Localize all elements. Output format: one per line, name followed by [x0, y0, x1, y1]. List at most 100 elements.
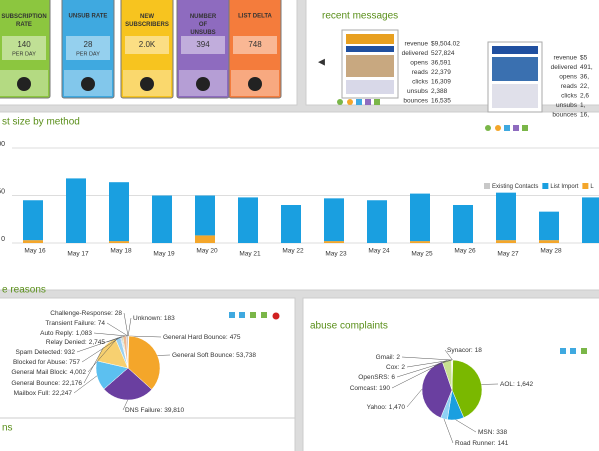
slice-name: Unknown:	[133, 315, 162, 322]
tile-value: 140	[17, 40, 31, 49]
stat-label: delivered	[402, 50, 429, 57]
slice-value: 183	[164, 315, 175, 322]
leader-line	[391, 360, 447, 389]
slice-label: Synacor: 18	[447, 347, 482, 354]
x-tick-label: May 28	[540, 248, 562, 255]
slice-name: Transient Failure:	[45, 320, 96, 327]
leader-line	[396, 359, 452, 378]
tile-title: NUMBER OF UNSUBS	[190, 14, 217, 36]
tile-value-box	[181, 36, 225, 54]
stat-label: delivered	[551, 64, 578, 71]
stat-value: 527,824	[431, 50, 455, 57]
tile-title: UNSUB RATE	[69, 14, 108, 20]
slice-value: 2,745	[89, 339, 106, 346]
bar	[66, 178, 86, 243]
tile-unit: PER DAY	[76, 51, 100, 57]
slice-value: 18	[475, 347, 483, 354]
slice-value: 28	[115, 310, 123, 317]
leader-line	[106, 335, 125, 343]
slice-name: Gmail:	[376, 354, 395, 361]
stat-label: unsubs	[556, 102, 578, 109]
stat-value: 1,	[580, 102, 586, 109]
stat-value: 36,591	[431, 60, 451, 67]
slice-value: 1,470	[389, 404, 406, 411]
slice-label: Yahoo: 1,470	[367, 404, 406, 411]
slice-value: 190	[379, 385, 390, 392]
stat-value: 2,388	[431, 88, 448, 95]
x-tick-label: May 23	[325, 251, 347, 258]
slice-label: Road Runner: 141	[455, 440, 509, 447]
pie-slice	[421, 361, 453, 419]
bar	[496, 192, 516, 241]
tile	[228, 0, 282, 99]
slice-name: General Bounce:	[11, 380, 60, 387]
stat-value: 36,	[580, 74, 589, 81]
x-tick-label: May 21	[239, 251, 261, 258]
slice-name: Mailbox Full:	[14, 390, 51, 397]
pie-toolbar[interactable]	[229, 312, 587, 354]
bar	[410, 241, 430, 243]
leader-line	[455, 419, 477, 433]
slice-label: Unknown: 183	[133, 315, 175, 322]
panel-title: ns	[2, 423, 13, 434]
tile-value-box	[66, 36, 110, 60]
stat-label: unsubs	[407, 88, 429, 95]
slice-label: General Soft Bounce: 53,738	[172, 352, 256, 359]
slice-name: Yahoo:	[367, 404, 387, 411]
tile	[61, 0, 115, 99]
chart-title: abuse complaints	[310, 321, 388, 332]
slice-label: Blocked for Abuse: 757	[13, 359, 80, 366]
legend-label: L	[590, 184, 594, 190]
tile-value-box	[233, 36, 277, 54]
tile-icon	[81, 77, 95, 91]
x-tick-label: May 27	[497, 251, 519, 258]
thumbnail[interactable]	[487, 41, 543, 113]
bar	[152, 195, 172, 243]
bar	[539, 240, 559, 243]
stat-value: 2,6	[580, 93, 589, 100]
stat-value: 16,	[580, 112, 589, 119]
leader-line	[406, 359, 452, 368]
stat-label: opens	[559, 74, 577, 81]
leader-line	[106, 322, 129, 337]
tile-icon	[140, 77, 154, 91]
slice-name: Spam Detected:	[16, 349, 63, 356]
thumbnail[interactable]	[341, 29, 399, 99]
leader-line	[401, 356, 452, 361]
arrow-left[interactable]: ◀	[318, 56, 325, 66]
stat-value: 22,	[580, 83, 589, 90]
bar	[281, 205, 301, 243]
bar	[238, 197, 258, 243]
slice-name: Auto Reply:	[40, 330, 74, 337]
stat-value: 491,	[580, 64, 593, 71]
leader-line	[127, 317, 132, 337]
x-tick-label: May 22	[282, 248, 304, 255]
legend-label: Existing Contacts	[492, 184, 538, 190]
stat-label: opens	[410, 60, 428, 67]
x-tick-label: May 16	[24, 248, 46, 255]
slice-name: Road Runner:	[455, 440, 496, 447]
tile-title: LIST DELTA	[238, 14, 272, 20]
slice-name: General Soft Bounce:	[172, 352, 234, 359]
slice-name: AOL:	[500, 381, 515, 388]
stat-label: bounces	[552, 112, 577, 119]
tile-icon	[17, 77, 31, 91]
y-tick-label: 0	[1, 236, 5, 243]
x-tick-label: May 18	[110, 248, 132, 255]
slice-label: MSN: 338	[478, 429, 507, 436]
slice-value: 39,810	[164, 407, 184, 414]
slice-value: 475	[230, 334, 241, 341]
slice-value: 1,083	[76, 330, 93, 337]
leader-line	[443, 418, 454, 444]
legend-swatch	[542, 183, 549, 189]
slice-value: 74	[98, 320, 106, 327]
leader-line	[444, 349, 453, 361]
icon-row	[337, 99, 528, 131]
slice-name: Challenge-Response:	[50, 310, 113, 317]
slice-value: 757	[69, 359, 80, 366]
x-tick-label: May 19	[153, 251, 175, 258]
bar	[195, 195, 215, 236]
stat-label: reads	[412, 69, 429, 76]
bar	[109, 182, 129, 242]
